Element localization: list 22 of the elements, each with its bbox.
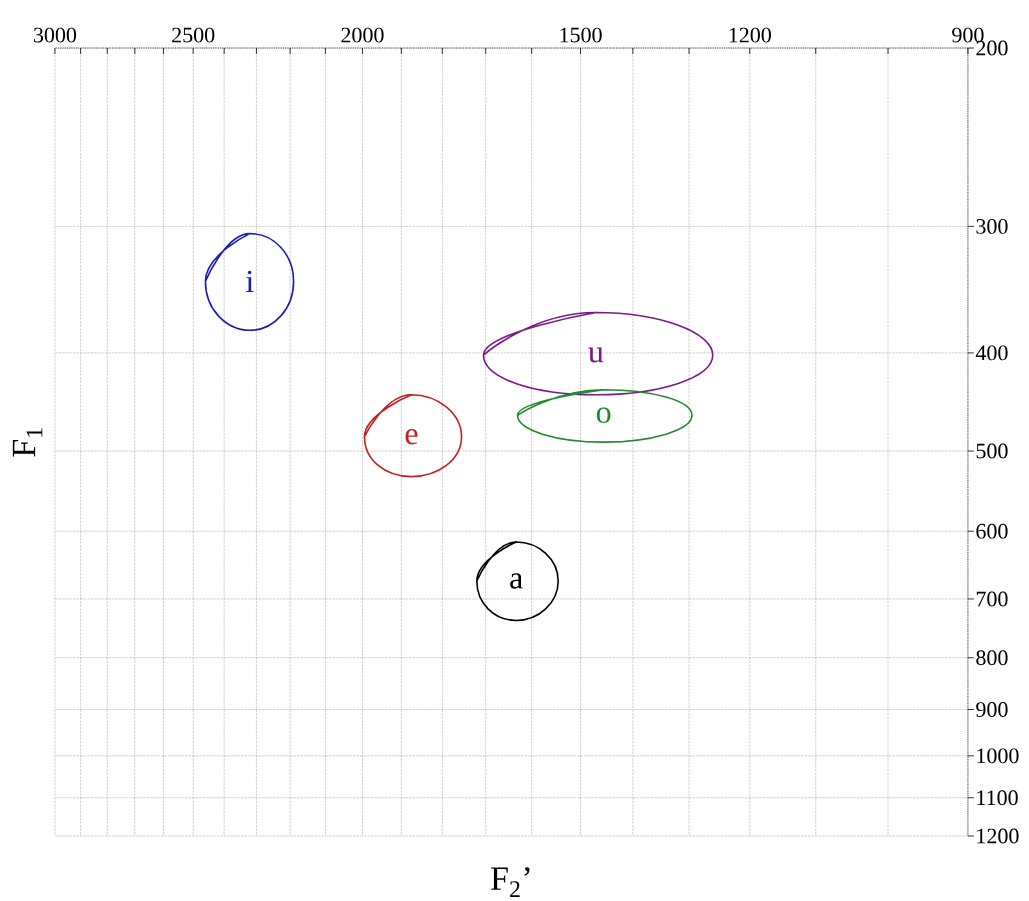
x-tick-label: 2000 [341, 27, 384, 43]
y-tick-label: 1100 [977, 790, 1018, 806]
series-label: e [405, 429, 418, 445]
y-tick-label: 300 [976, 218, 1008, 234]
y-tick-label: 500 [976, 443, 1008, 459]
x-tick-label: 1200 [729, 27, 771, 43]
x-tick-label: 1500 [560, 27, 602, 43]
x-axis-title: F$_{2}$’ [491, 867, 530, 897]
y-tick-label: 600 [976, 523, 1008, 539]
x-tick-label: 2500 [172, 27, 215, 43]
x-tick-label: 3000 [33, 27, 77, 43]
y-axis-title: F$_{1}$ [12, 428, 43, 457]
y-tick-label: 1200 [977, 828, 1019, 844]
y-tick-label: 800 [976, 650, 1008, 666]
y-tick-label: 1000 [977, 748, 1019, 764]
y-tick-label: 900 [976, 702, 1008, 717]
series-label: o [596, 407, 611, 423]
y-tick-label: 400 [975, 345, 1008, 361]
series-label: i [246, 270, 254, 292]
series-label: a [510, 573, 523, 589]
series-label: u [588, 347, 604, 363]
y-tick-label: 700 [976, 591, 1008, 607]
